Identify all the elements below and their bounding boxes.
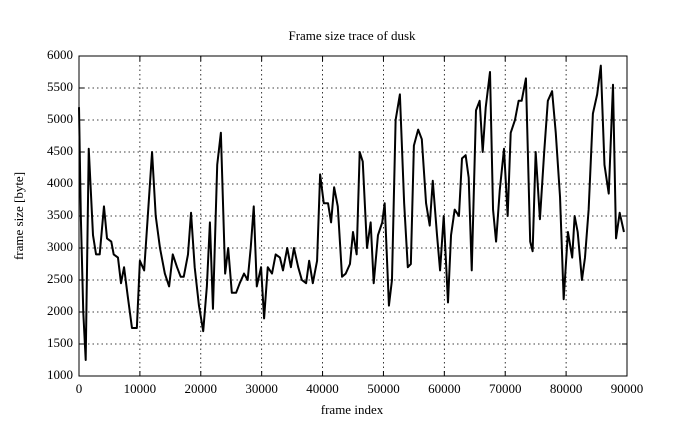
x-tick-label: 0 xyxy=(76,381,83,396)
x-tick-label: 90000 xyxy=(611,381,644,396)
y-tick-label: 3500 xyxy=(47,207,73,222)
y-tick-label: 5000 xyxy=(47,111,73,126)
y-tick-label: 3000 xyxy=(47,239,73,254)
x-tick-label: 60000 xyxy=(428,381,461,396)
y-axis-label: frame size [byte] xyxy=(11,172,26,260)
y-tick-label: 1500 xyxy=(47,335,73,350)
y-tick-label: 5500 xyxy=(47,79,73,94)
chart-title: Frame size trace of dusk xyxy=(288,28,416,43)
x-tick-label: 80000 xyxy=(550,381,583,396)
x-axis-label: frame index xyxy=(321,402,384,417)
y-tick-label: 2500 xyxy=(47,271,73,286)
x-tick-label: 20000 xyxy=(185,381,218,396)
y-tick-label: 4000 xyxy=(47,175,73,190)
x-tick-label: 70000 xyxy=(489,381,522,396)
y-tick-label: 1000 xyxy=(47,367,73,382)
x-tick-label: 30000 xyxy=(245,381,278,396)
y-tick-label: 2000 xyxy=(47,303,73,318)
x-tick-label: 50000 xyxy=(367,381,400,396)
data-line xyxy=(78,64,625,361)
x-tick-label: 10000 xyxy=(124,381,157,396)
x-tick-label: 40000 xyxy=(306,381,339,396)
y-tick-label: 4500 xyxy=(47,143,73,158)
y-tick-label: 6000 xyxy=(47,47,73,62)
